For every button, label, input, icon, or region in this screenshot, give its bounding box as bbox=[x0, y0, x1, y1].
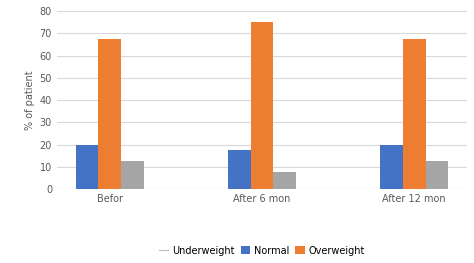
Bar bbox=[380, 145, 403, 189]
Bar bbox=[251, 22, 273, 189]
Bar bbox=[426, 161, 448, 189]
Bar bbox=[228, 150, 251, 189]
Bar bbox=[273, 171, 296, 189]
Bar bbox=[403, 39, 426, 189]
Legend: Underweight, Normal, Overweight: Underweight, Normal, Overweight bbox=[155, 242, 369, 259]
Bar bbox=[75, 145, 98, 189]
Y-axis label: % of patient: % of patient bbox=[26, 70, 36, 130]
Bar bbox=[121, 161, 144, 189]
Bar bbox=[98, 39, 121, 189]
